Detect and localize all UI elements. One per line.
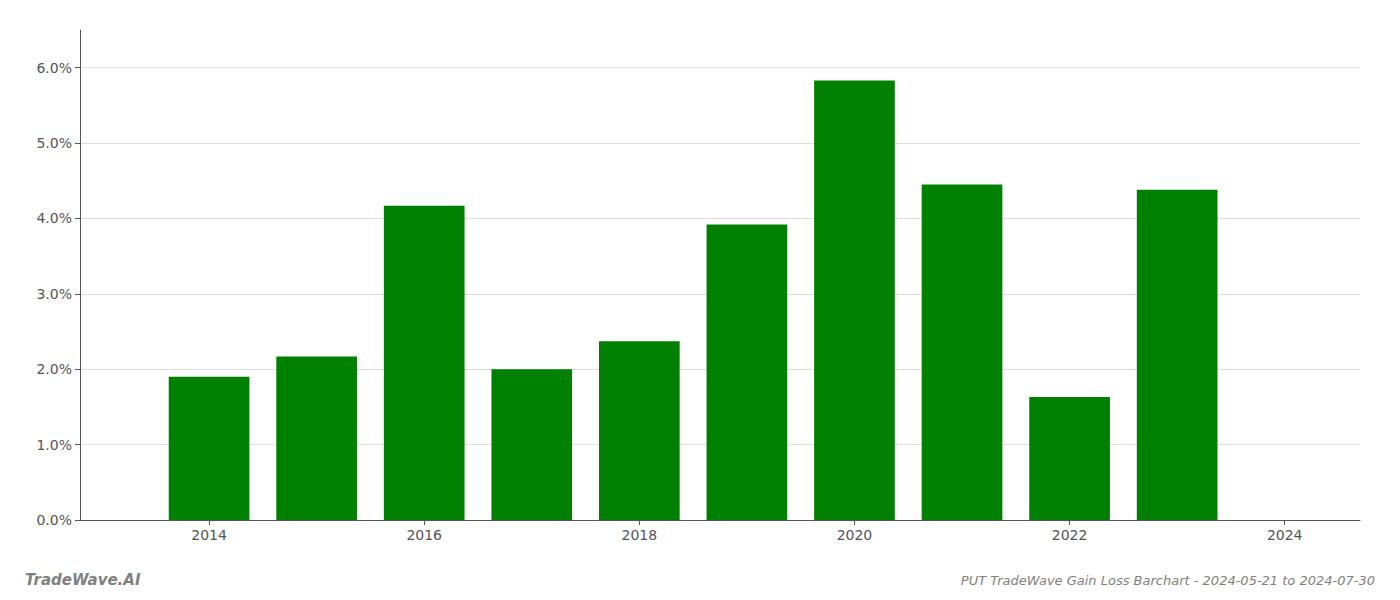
svg-text:2022: 2022 — [1052, 527, 1088, 543]
svg-text:2020: 2020 — [837, 527, 873, 543]
svg-text:2.0%: 2.0% — [36, 361, 72, 377]
svg-text:5.0%: 5.0% — [36, 135, 72, 151]
svg-text:1.0%: 1.0% — [36, 437, 72, 453]
svg-text:2024: 2024 — [1267, 527, 1303, 543]
svg-text:TradeWave.AI: TradeWave.AI — [25, 571, 141, 589]
svg-text:2016: 2016 — [406, 527, 442, 543]
svg-text:2018: 2018 — [622, 527, 658, 543]
svg-text:4.0%: 4.0% — [36, 210, 72, 226]
svg-text:2014: 2014 — [191, 527, 227, 543]
svg-text:PUT TradeWave Gain Loss Barcha: PUT TradeWave Gain Loss Barchart - 2024-… — [961, 573, 1375, 588]
svg-text:3.0%: 3.0% — [36, 286, 72, 302]
svg-text:0.0%: 0.0% — [36, 512, 72, 528]
svg-text:6.0%: 6.0% — [36, 60, 72, 76]
